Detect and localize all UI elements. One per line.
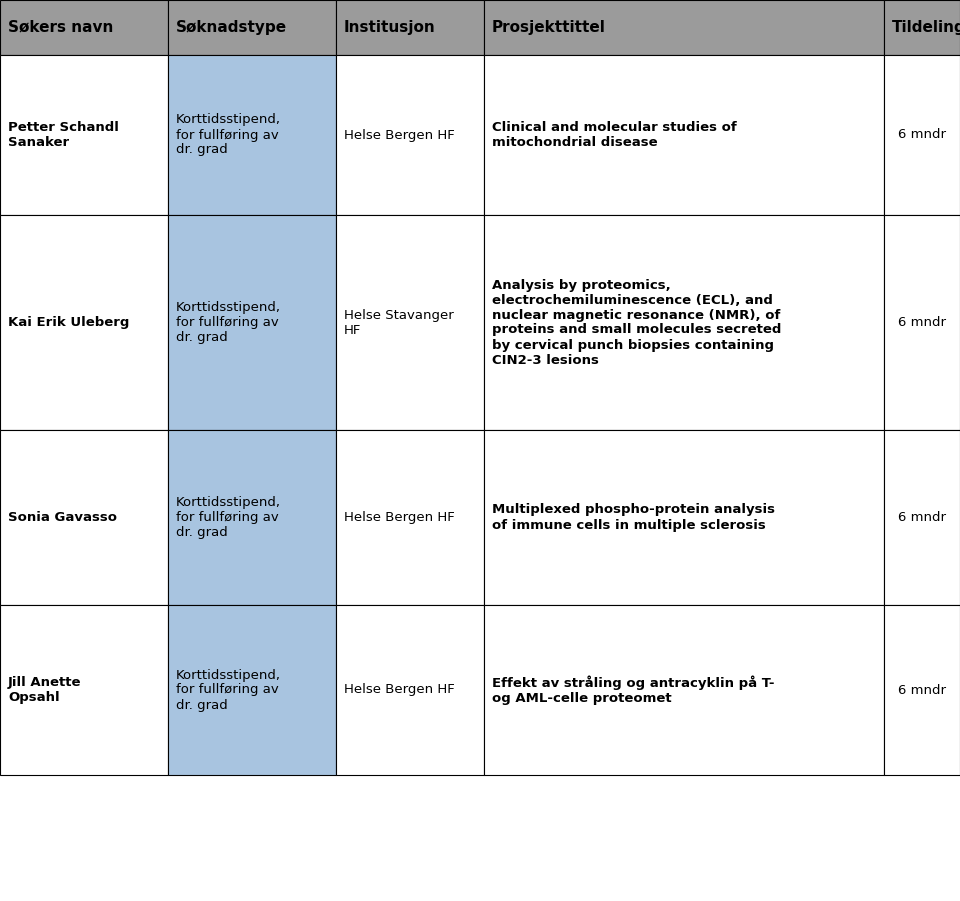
Bar	[884, 430, 960, 605]
Text: Prosjekttittel: Prosjekttittel	[492, 20, 606, 35]
Bar	[336, 0, 484, 55]
Text: Clinical and molecular studies of
mitochondrial disease: Clinical and molecular studies of mitoch…	[492, 121, 736, 149]
Text: Multiplexed phospho-protein analysis
of immune cells in multiple sclerosis: Multiplexed phospho-protein analysis of …	[492, 504, 775, 532]
Bar	[884, 605, 960, 775]
Bar	[168, 605, 336, 775]
Text: Korttidsstipend,
for fullføring av
dr. grad: Korttidsstipend, for fullføring av dr. g…	[176, 669, 281, 712]
Text: Tildeling: Tildeling	[892, 20, 960, 35]
Text: Helse Bergen HF: Helse Bergen HF	[344, 511, 455, 524]
Text: Helse Bergen HF: Helse Bergen HF	[344, 684, 455, 696]
Bar	[0, 215, 168, 430]
Bar	[168, 215, 336, 430]
Text: 6 mndr: 6 mndr	[898, 511, 946, 524]
Bar	[884, 215, 960, 430]
Text: Analysis by proteomics,
electrochemiluminescence (ECL), and
nuclear magnetic res: Analysis by proteomics, electrochemilumi…	[492, 278, 781, 367]
Bar	[168, 0, 336, 55]
Bar	[484, 0, 884, 55]
Bar	[336, 605, 484, 775]
Text: Effekt av stråling og antracyklin på T-
og AML-celle proteomet: Effekt av stråling og antracyklin på T- …	[492, 675, 775, 705]
Bar	[0, 55, 168, 215]
Bar	[0, 430, 168, 605]
Bar	[168, 430, 336, 605]
Bar	[484, 430, 884, 605]
Bar	[484, 55, 884, 215]
Text: Petter Schandl
Sanaker: Petter Schandl Sanaker	[8, 121, 119, 149]
Text: Korttidsstipend,
for fullføring av
dr. grad: Korttidsstipend, for fullføring av dr. g…	[176, 114, 281, 157]
Bar	[484, 215, 884, 430]
Text: Jill Anette
Opsahl: Jill Anette Opsahl	[8, 676, 82, 704]
Text: Korttidsstipend,
for fullføring av
dr. grad: Korttidsstipend, for fullføring av dr. g…	[176, 301, 281, 344]
Text: 6 mndr: 6 mndr	[898, 316, 946, 329]
Text: Søkers navn: Søkers navn	[8, 20, 113, 35]
Text: 6 mndr: 6 mndr	[898, 129, 946, 141]
Text: Helse Bergen HF: Helse Bergen HF	[344, 129, 455, 141]
Text: Institusjon: Institusjon	[344, 20, 436, 35]
Bar	[884, 55, 960, 215]
Text: Kai Erik Uleberg: Kai Erik Uleberg	[8, 316, 130, 329]
Text: Søknadstype: Søknadstype	[176, 20, 287, 35]
Bar	[0, 605, 168, 775]
Bar	[336, 430, 484, 605]
Bar	[336, 215, 484, 430]
Bar	[336, 55, 484, 215]
Text: 6 mndr: 6 mndr	[898, 684, 946, 696]
Text: Helse Stavanger
HF: Helse Stavanger HF	[344, 308, 454, 336]
Text: Korttidsstipend,
for fullføring av
dr. grad: Korttidsstipend, for fullføring av dr. g…	[176, 496, 281, 539]
Text: Sonia Gavasso: Sonia Gavasso	[8, 511, 117, 524]
Bar	[0, 0, 168, 55]
Bar	[484, 605, 884, 775]
Bar	[168, 55, 336, 215]
Bar	[884, 0, 960, 55]
